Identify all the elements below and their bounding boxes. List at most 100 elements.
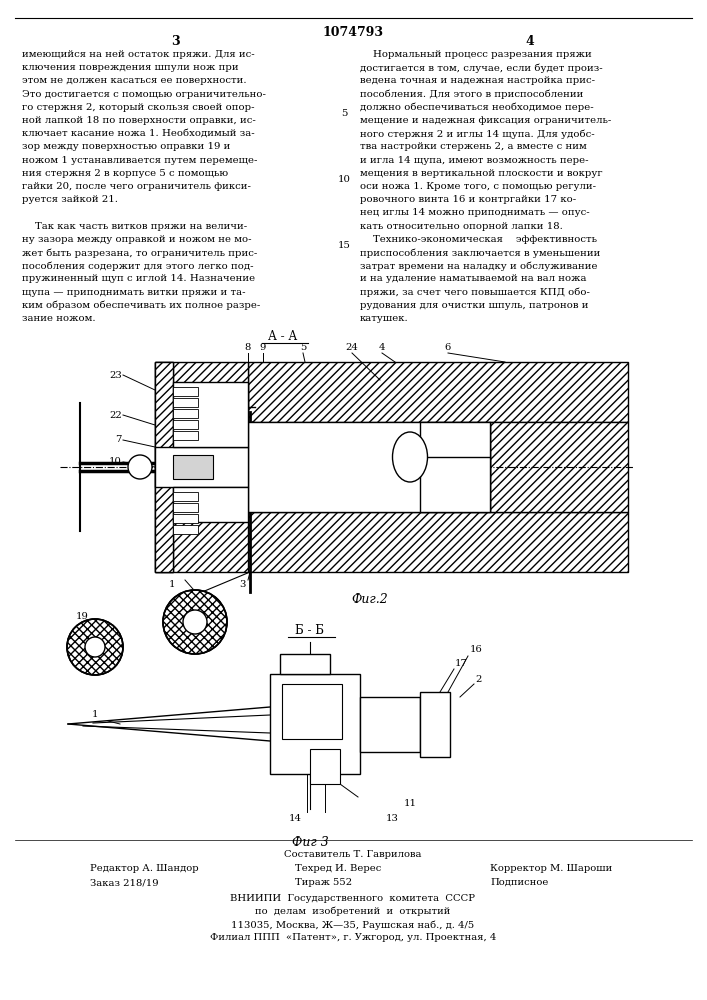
Text: пружиненный щуп с иглой 14. Назначение: пружиненный щуп с иглой 14. Назначение (22, 274, 255, 283)
Text: руется зайкой 21.: руется зайкой 21. (22, 195, 118, 204)
Text: и игла 14 щупа, имеют возможность пере-: и игла 14 щупа, имеют возможность пере- (360, 156, 588, 165)
Text: этом не должен касаться ее поверхности.: этом не должен касаться ее поверхности. (22, 76, 247, 85)
Text: Нормальный процесс разрезания пряжи: Нормальный процесс разрезания пряжи (360, 50, 592, 59)
Text: 6: 6 (445, 343, 451, 352)
Text: 11: 11 (404, 799, 416, 808)
Text: нец иглы 14 можно приподнимать — опус-: нец иглы 14 можно приподнимать — опус- (360, 208, 590, 217)
Bar (420, 692, 450, 757)
Text: по  делам  изобретений  и  открытий: по делам изобретений и открытий (255, 907, 450, 916)
Text: 1: 1 (92, 710, 98, 719)
Text: 16: 16 (470, 645, 483, 654)
Text: Б - Б: Б - Б (296, 624, 325, 637)
Bar (173, 503, 198, 512)
Text: ножом 1 устанавливается путем перемеще-: ножом 1 устанавливается путем перемеще- (22, 156, 257, 165)
Text: Составитель Т. Гаврилова: Составитель Т. Гаврилова (284, 850, 422, 859)
Text: Подписное: Подписное (490, 878, 549, 887)
Text: достигается в том, случае, если будет произ-: достигается в том, случае, если будет пр… (360, 63, 602, 73)
Bar (173, 420, 198, 429)
Text: пособления содержит для этого легко под-: пособления содержит для этого легко под- (22, 261, 254, 271)
Text: и на удаление наматываемой на вал ножа: и на удаление наматываемой на вал ножа (360, 274, 587, 283)
Text: ведена точная и надежная настройка прис-: ведена точная и надежная настройка прис- (360, 76, 595, 85)
Bar (155, 447, 248, 487)
Text: 3: 3 (239, 580, 245, 589)
Text: должно обеспечиваться необходимое пере-: должно обеспечиваться необходимое пере- (360, 103, 594, 112)
Text: ВНИИПИ  Государственного  комитета  СССР: ВНИИПИ Государственного комитета СССР (230, 894, 476, 903)
Text: мещение и надежная фиксация ограничитель-: мещение и надежная фиксация ограничитель… (360, 116, 612, 125)
Text: Фиг 3: Фиг 3 (291, 836, 328, 849)
Text: 24: 24 (346, 343, 358, 352)
Text: пособления. Для этого в приспособлении: пособления. Для этого в приспособлении (360, 90, 583, 99)
Bar (173, 487, 248, 522)
Bar (173, 382, 248, 447)
Text: 10: 10 (109, 458, 122, 466)
Circle shape (67, 619, 123, 675)
Text: 4: 4 (525, 35, 534, 48)
Text: Технико-экономическая    эффективность: Технико-экономическая эффективность (360, 235, 597, 244)
Bar (155, 362, 248, 572)
Text: 1: 1 (169, 580, 175, 589)
Text: 22: 22 (110, 410, 122, 420)
Text: 5: 5 (300, 343, 306, 352)
Bar (173, 455, 213, 479)
Text: ния стержня 2 в корпусе 5 с помощью: ния стержня 2 в корпусе 5 с помощью (22, 169, 228, 178)
Text: 13: 13 (385, 814, 399, 823)
Bar (248, 422, 490, 512)
Bar (173, 387, 198, 396)
Text: 113035, Москва, Ж—35, Раушская наб., д. 4/5: 113035, Москва, Ж—35, Раушская наб., д. … (231, 920, 474, 930)
Text: затрат времени на наладку и обслуживание: затрат времени на наладку и обслуживание (360, 261, 597, 271)
Bar (173, 514, 198, 523)
Bar (280, 654, 330, 674)
Circle shape (85, 637, 105, 657)
Bar (270, 674, 360, 774)
Text: зор между поверхностью оправки 19 и: зор между поверхностью оправки 19 и (22, 142, 230, 151)
Bar (173, 525, 198, 534)
Text: щупа — приподнимать витки пряжи и та-: щупа — приподнимать витки пряжи и та- (22, 288, 245, 297)
Text: Так как часть витков пряжи на величи-: Так как часть витков пряжи на величи- (22, 222, 247, 231)
Text: ну зазора между оправкой и ножом не мо-: ну зазора между оправкой и ножом не мо- (22, 235, 252, 244)
Ellipse shape (392, 432, 428, 482)
Text: оси ножа 1. Кроме того, с помощью регули-: оси ножа 1. Кроме того, с помощью регули… (360, 182, 596, 191)
Text: зание ножом.: зание ножом. (22, 314, 95, 323)
Circle shape (128, 455, 152, 479)
Text: ключения повреждения шпули нож при: ключения повреждения шпули нож при (22, 63, 239, 72)
Text: Заказ 218/19: Заказ 218/19 (90, 878, 158, 887)
Text: 9: 9 (259, 343, 267, 352)
Text: Редактор А. Шандор: Редактор А. Шандор (90, 864, 199, 873)
Text: 5: 5 (341, 109, 347, 118)
Text: 7: 7 (116, 436, 122, 444)
Bar (490, 422, 628, 512)
Text: катушек.: катушек. (360, 314, 409, 323)
Text: рудования для очистки шпуль, патронов и: рудования для очистки шпуль, патронов и (360, 301, 588, 310)
Text: пряжи, за счет чего повышается КПД обо-: пряжи, за счет чего повышается КПД обо- (360, 288, 590, 297)
Text: го стержня 2, который скользя своей опор-: го стержня 2, который скользя своей опор… (22, 103, 255, 112)
Bar (248, 512, 628, 572)
Text: 10: 10 (337, 175, 351, 184)
Bar (173, 492, 198, 501)
Text: А - А: А - А (269, 330, 298, 343)
Bar (282, 684, 342, 739)
Text: Филиал ППП  «Патент», г. Ужгород, ул. Проектная, 4: Филиал ППП «Патент», г. Ужгород, ул. Про… (210, 933, 496, 942)
Text: 4: 4 (379, 343, 385, 352)
Text: 1074793: 1074793 (322, 26, 383, 39)
Circle shape (163, 590, 227, 654)
Text: ким образом обеспечивать их полное разре-: ким образом обеспечивать их полное разре… (22, 301, 260, 310)
Text: 8: 8 (245, 343, 251, 352)
Bar (360, 697, 420, 752)
Bar (420, 457, 490, 512)
Text: Это достигается с помощью ограничительно-: Это достигается с помощью ограничительно… (22, 90, 266, 99)
Text: гайки 20, после чего ограничитель фикси-: гайки 20, после чего ограничитель фикси- (22, 182, 251, 191)
Bar (310, 749, 340, 784)
Bar (420, 422, 490, 477)
Text: ного стержня 2 и иглы 14 щупа. Для удобс-: ного стержня 2 и иглы 14 щупа. Для удобс… (360, 129, 595, 139)
Text: ной лапкой 18 по поверхности оправки, ис-: ной лапкой 18 по поверхности оправки, ис… (22, 116, 256, 125)
Text: кать относительно опорной лапки 18.: кать относительно опорной лапки 18. (360, 222, 563, 231)
Text: 19: 19 (76, 612, 88, 621)
Bar (173, 409, 198, 418)
Text: Фиг.2: Фиг.2 (351, 593, 388, 606)
Text: ключает касание ножа 1. Необходимый за-: ключает касание ножа 1. Необходимый за- (22, 129, 255, 138)
Text: Тираж 552: Тираж 552 (295, 878, 352, 887)
Text: жет быть разрезана, то ограничитель прис-: жет быть разрезана, то ограничитель прис… (22, 248, 257, 257)
Text: 23: 23 (110, 370, 122, 379)
Text: 3: 3 (170, 35, 180, 48)
Text: имеющийся на ней остаток пряжи. Для ис-: имеющийся на ней остаток пряжи. Для ис- (22, 50, 255, 59)
